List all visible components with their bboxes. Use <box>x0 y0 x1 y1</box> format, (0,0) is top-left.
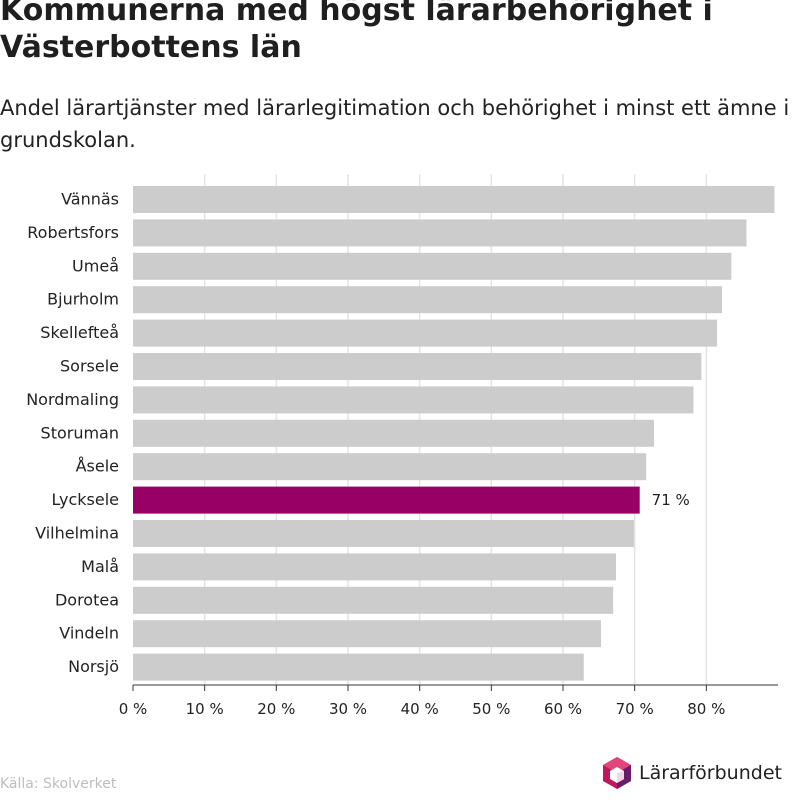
x-tick-label: 80 % <box>687 700 725 718</box>
brand-logo: Lärarförbundet <box>601 756 782 790</box>
category-label: Åsele <box>76 457 119 476</box>
category-label: Norsjö <box>68 657 119 676</box>
bar <box>133 252 732 280</box>
chart-title: Kommunerna med högst lärarbehörighet i V… <box>0 0 713 65</box>
hexagon-cube-logo-icon <box>603 757 631 789</box>
x-tick-label: 0 % <box>119 700 148 718</box>
x-tick-label: 70 % <box>616 700 654 718</box>
x-tick-label: 50 % <box>472 700 510 718</box>
bar <box>133 386 694 414</box>
category-label: Sorsele <box>60 357 119 376</box>
bar <box>133 453 647 481</box>
category-label: Storuman <box>41 423 119 442</box>
category-label: Bjurholm <box>47 290 119 309</box>
x-tick-label: 20 % <box>257 700 295 718</box>
bar <box>133 553 617 581</box>
x-tick-label: 60 % <box>544 700 582 718</box>
bar <box>133 520 634 547</box>
brand-logo-text: Lärarförbundet <box>639 762 782 784</box>
category-label: Vilhelmina <box>35 524 119 543</box>
data-label: 71 % <box>652 491 690 509</box>
x-tick-label: 10 % <box>186 700 224 718</box>
category-label: Nordmaling <box>26 390 119 409</box>
bar <box>133 186 775 213</box>
category-label: Vännäs <box>61 190 119 209</box>
chart-subtitle: Andel lärartjänster med lärarlegitimatio… <box>0 96 790 152</box>
category-label: Dorotea <box>55 590 119 609</box>
source-note: Källa: Skolverket <box>0 776 117 792</box>
bar <box>133 486 640 514</box>
category-label: Robertsfors <box>27 223 119 242</box>
bar <box>133 219 747 247</box>
bar <box>133 286 723 314</box>
bar <box>133 586 614 614</box>
category-label: Umeå <box>72 256 119 275</box>
bar <box>133 319 718 347</box>
bar-chart: Vännäs Robertsfors Umeå Bjurholm Skellefteå S… <box>26 174 778 718</box>
x-tick-label: 30 % <box>329 700 367 718</box>
category-label: Malå <box>81 557 119 576</box>
bar <box>133 419 655 447</box>
bar <box>133 620 601 648</box>
x-tick-label: 40 % <box>401 700 439 718</box>
category-label: Lycksele <box>52 490 119 509</box>
bar <box>133 353 702 380</box>
category-label: Vindeln <box>59 624 119 643</box>
bar <box>133 653 584 681</box>
category-label: Skellefteå <box>40 323 119 342</box>
